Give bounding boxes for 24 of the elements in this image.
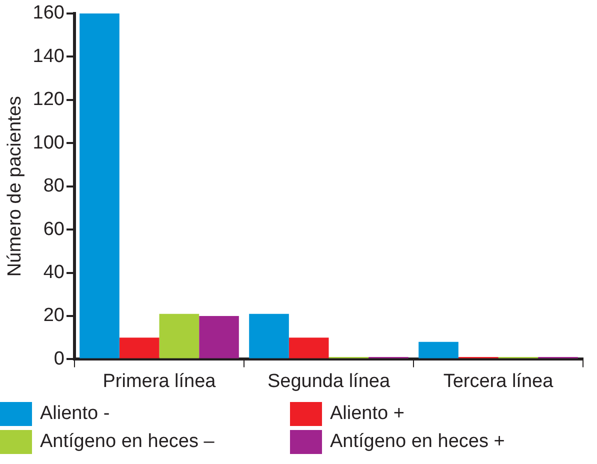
y-tick-label: 40	[43, 262, 64, 283]
bar	[288, 338, 329, 358]
y-tick-label: 60	[43, 218, 64, 240]
bar	[119, 338, 160, 358]
bar	[199, 316, 239, 358]
legend-label: Antígeno en heces +	[330, 431, 505, 453]
bar	[80, 13, 120, 358]
y-tick-label: 120	[32, 89, 64, 110]
bar	[418, 342, 458, 358]
y-tick-label: 80	[43, 176, 64, 197]
y-tick-label: 20	[43, 305, 64, 326]
x-tick-label: Primera línea	[102, 370, 216, 392]
y-axis-title: Número de pacientes	[4, 96, 26, 277]
legend-label: Antígeno en heces –	[40, 431, 214, 453]
x-tick-label: Segunda línea	[267, 370, 390, 392]
x-tick-label: Tercera línea	[443, 370, 554, 392]
y-tick-label: 160	[32, 2, 64, 24]
y-tick-label: 140	[32, 46, 64, 67]
legend-label: Aliento +	[330, 403, 404, 425]
y-tick-label: 100	[32, 132, 64, 154]
legend-label: Aliento -	[40, 403, 110, 425]
y-tick-label: 0	[54, 348, 64, 370]
bar	[159, 314, 200, 358]
bar	[249, 314, 289, 358]
